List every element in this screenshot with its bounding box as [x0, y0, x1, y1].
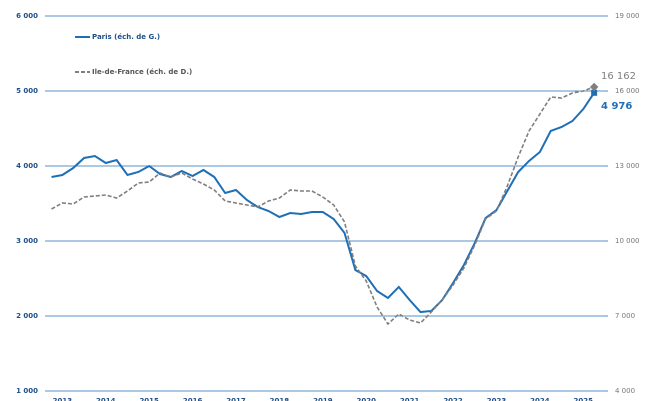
x-tick-label: 2023	[487, 397, 507, 401]
y-tick-label: 6 000	[16, 12, 38, 20]
y-tick-label: 1 000	[16, 387, 38, 395]
x-tick-label: 2016	[183, 397, 203, 401]
legend-label: Ile-de-France (éch. de D.)	[92, 68, 192, 76]
x-tick-label: 2013	[53, 397, 73, 401]
x-tick-label: 2022	[443, 397, 463, 401]
y-tick-label: 5 000	[16, 87, 38, 95]
x-tick-label: 2015	[139, 397, 159, 401]
x-tick-label: 2024	[530, 397, 550, 401]
y2-tick-label: 4 000	[615, 387, 635, 395]
series-line	[51, 86, 595, 326]
y-tick-label: 2 000	[16, 312, 38, 320]
y2-tick-label: 10 000	[615, 237, 640, 245]
series-line	[51, 92, 595, 314]
y2-tick-label: 13 000	[615, 162, 640, 170]
end-marker	[591, 89, 598, 96]
x-tick-label: 2014	[96, 397, 116, 401]
x-tick-label: 2019	[313, 397, 333, 401]
y2-tick-label: 7 000	[615, 312, 635, 320]
y2-tick-label: 16 000	[615, 87, 640, 95]
x-tick-label: 2017	[226, 397, 246, 401]
x-tick-label: 2018	[270, 397, 290, 401]
y-tick-label: 3 000	[16, 237, 38, 245]
y2-tick-label: 19 000	[615, 12, 640, 20]
legend-label: Paris (éch. de G.)	[92, 33, 160, 41]
x-tick-label: 2021	[400, 397, 420, 401]
x-tick-label: 2025	[574, 397, 594, 401]
x-tick-label: 2020	[356, 397, 376, 401]
y-tick-label: 4 000	[16, 162, 38, 170]
end-label: 16 162	[601, 71, 636, 82]
end-label: 4 976	[601, 101, 632, 112]
